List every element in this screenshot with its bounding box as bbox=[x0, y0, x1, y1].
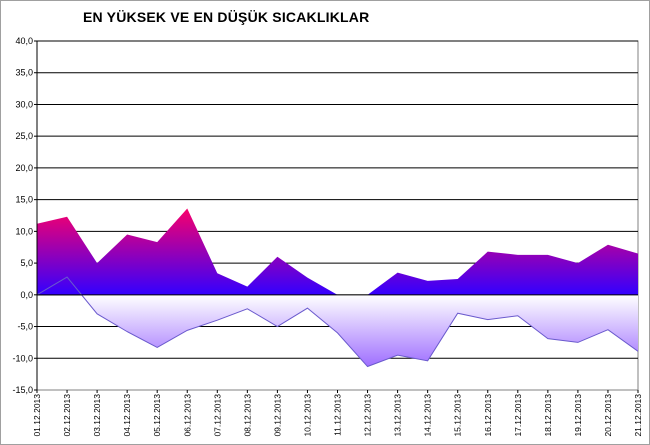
x-tick-label: 01.12.2013 bbox=[32, 394, 42, 437]
y-tick-label: -15,0 bbox=[12, 385, 33, 395]
x-tick-label: 06.12.2013 bbox=[182, 394, 192, 437]
low-temperature-edge bbox=[36, 276, 639, 368]
y-tick-label: -5,0 bbox=[17, 322, 33, 332]
y-tick-label: 5,0 bbox=[20, 258, 33, 268]
x-tick-label: 17.12.2013 bbox=[513, 394, 523, 437]
x-tick-label: 19.12.2013 bbox=[573, 394, 583, 437]
x-tick-label: 09.12.2013 bbox=[272, 394, 282, 437]
x-tick-label: 03.12.2013 bbox=[92, 394, 102, 437]
x-tick-label: 07.12.2013 bbox=[212, 394, 222, 437]
y-tick-label: 25,0 bbox=[15, 131, 33, 141]
x-tick-label: 11.12.2013 bbox=[333, 394, 343, 436]
x-tick-label: 16.12.2013 bbox=[483, 394, 493, 437]
x-tick-label: 13.12.2013 bbox=[393, 394, 403, 437]
x-tick-label: 10.12.2013 bbox=[302, 394, 312, 437]
x-tick-label: 12.12.2013 bbox=[363, 394, 373, 437]
y-tick-label: 0,0 bbox=[20, 290, 33, 300]
x-tick-label: 08.12.2013 bbox=[242, 394, 252, 437]
x-tick-label: 14.12.2013 bbox=[423, 394, 433, 437]
y-tick-label: 10,0 bbox=[15, 226, 33, 236]
x-tick-label: 04.12.2013 bbox=[122, 394, 132, 437]
high-temperature-area bbox=[37, 208, 638, 295]
x-tick-label: 02.12.2013 bbox=[62, 394, 72, 437]
x-tick-label: 21.12.2013 bbox=[633, 394, 643, 437]
x-tick-label: 18.12.2013 bbox=[543, 394, 553, 437]
chart-title: EN YÜKSEK VE EN DÜŞÜK SICAKLIKLAR bbox=[83, 9, 370, 25]
low-temperature-area bbox=[37, 277, 638, 367]
x-tick-label: 20.12.2013 bbox=[603, 394, 613, 437]
x-tick-label: 05.12.2013 bbox=[152, 394, 162, 437]
y-tick-label: 15,0 bbox=[15, 195, 33, 205]
y-tick-label: 35,0 bbox=[15, 68, 33, 78]
y-tick-label: 40,0 bbox=[15, 36, 33, 46]
x-tick-label: 15.12.2013 bbox=[453, 394, 463, 437]
y-tick-label: -10,0 bbox=[12, 353, 33, 363]
y-tick-label: 20,0 bbox=[15, 163, 33, 173]
y-tick-label: 30,0 bbox=[15, 99, 33, 109]
